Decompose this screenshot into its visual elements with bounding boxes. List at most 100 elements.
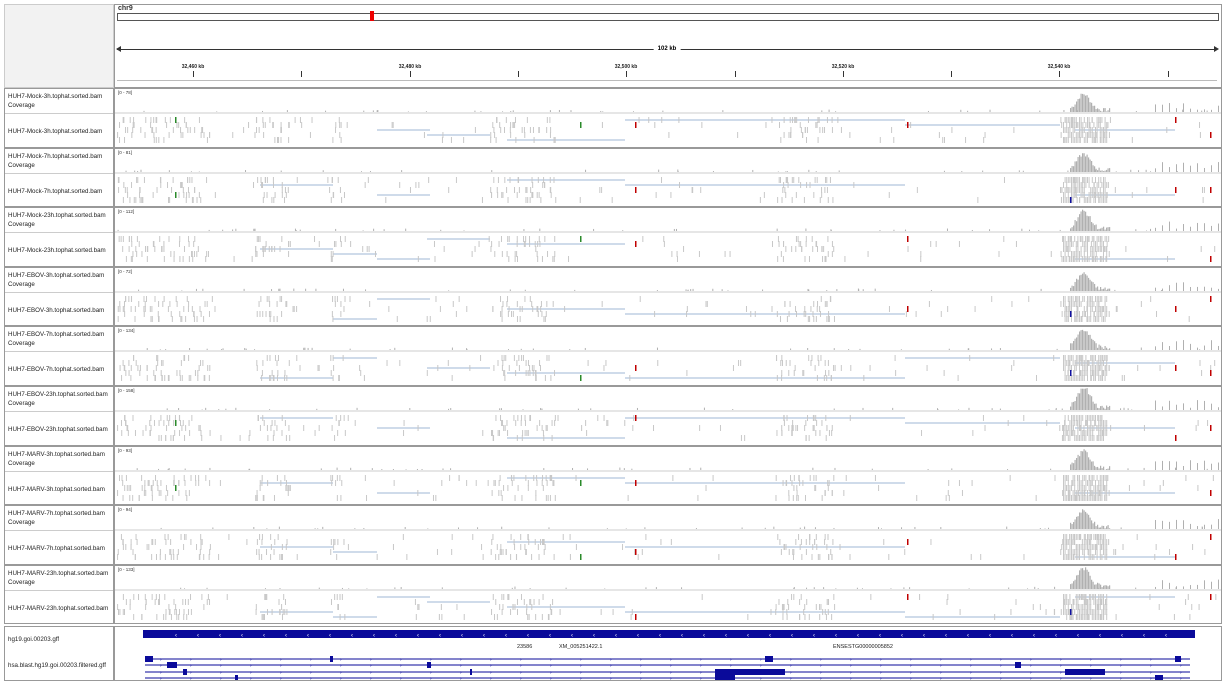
coverage-range-label: [0 - 72] [118, 269, 132, 274]
track-svg[interactable] [115, 387, 1221, 445]
alignment-track-name[interactable]: HUH7-EBOV-23h.tophat.sorted.bam [8, 425, 112, 434]
svg-text:‹: ‹ [527, 633, 529, 639]
svg-text:‹: ‹ [637, 633, 639, 639]
track-svg[interactable] [115, 506, 1221, 564]
svg-text:‹: ‹ [703, 633, 705, 639]
ideogram-position-marker[interactable] [370, 11, 374, 21]
svg-text:‹: ‹ [263, 633, 265, 639]
coverage-track-name[interactable]: HUH7-EBOV-3h.tophat.sorted.bam Coverage [8, 271, 112, 289]
svg-text:‹: ‹ [923, 633, 925, 639]
svg-text:›: › [310, 663, 312, 669]
svg-text:‹: ‹ [571, 633, 573, 639]
svg-text:›: › [1090, 663, 1092, 669]
track-svg[interactable] [115, 566, 1221, 624]
coverage-track-name[interactable]: HUH7-Mock-23h.tophat.sorted.bam Coverage [8, 211, 112, 229]
feature-name-panel: hg19.goi.00203.gff hsa.blast.hg19.goi.00… [4, 626, 114, 681]
svg-text:›: › [730, 663, 732, 669]
svg-text:‹: ‹ [395, 633, 397, 639]
track-name-panel: HUH7-MARV-3h.tophat.sorted.bam Coverage H… [4, 446, 114, 506]
svg-text:›: › [970, 663, 972, 669]
svg-text:‹: ‹ [483, 633, 485, 639]
coverage-track-name[interactable]: HUH7-EBOV-7h.tophat.sorted.bam Coverage [8, 330, 112, 348]
coverage-track-name[interactable]: HUH7-MARV-23h.tophat.sorted.bam Coverage [8, 569, 112, 587]
name-separator [5, 530, 113, 531]
feature-track-svg[interactable]: ‹‹‹‹‹‹‹‹‹‹‹‹‹‹‹‹‹‹‹‹‹‹‹‹‹‹‹‹‹‹‹‹‹‹‹‹‹‹‹‹… [115, 627, 1221, 680]
svg-text:›: › [1180, 663, 1182, 669]
svg-text:‹: ‹ [681, 633, 683, 639]
track-svg[interactable] [115, 327, 1221, 385]
svg-text:‹: ‹ [835, 633, 837, 639]
track-data-panel[interactable]: [0 - 158] [114, 386, 1222, 446]
chromosome-ideogram[interactable] [117, 13, 1219, 21]
svg-text:›: › [640, 663, 642, 669]
feature-track-name-gff[interactable]: hg19.goi.00203.gff [8, 635, 59, 644]
alignment-track-name[interactable]: HUH7-Mock-7h.tophat.sorted.bam [8, 187, 112, 196]
span-arrow-left-icon [116, 46, 121, 52]
alignment-track-name[interactable]: HUH7-Mock-23h.tophat.sorted.bam [8, 246, 112, 255]
name-separator [5, 292, 113, 293]
feature-track-name-blast[interactable]: hsa.blast.hg19.goi.00203.filtered.gff [8, 661, 106, 670]
svg-text:‹: ‹ [725, 633, 727, 639]
ruler-baseline [117, 80, 1217, 81]
svg-text:›: › [910, 663, 912, 669]
svg-text:‹: ‹ [901, 633, 903, 639]
track-svg[interactable] [115, 149, 1221, 207]
coverage-track-name[interactable]: HUH7-MARV-7h.tophat.sorted.bam Coverage [8, 509, 112, 527]
name-separator [5, 590, 113, 591]
alignment-track-name[interactable]: HUH7-MARV-7h.tophat.sorted.bam [8, 544, 112, 553]
svg-text:‹: ‹ [769, 633, 771, 639]
svg-text:›: › [850, 663, 852, 669]
ruler-tick-label: 32,460 kb [182, 64, 205, 70]
ruler-tick-label: 32,520 kb [832, 64, 855, 70]
svg-text:›: › [670, 663, 672, 669]
chromosome-label: chr9 [118, 5, 133, 12]
alignment-track-name[interactable]: HUH7-MARV-23h.tophat.sorted.bam [8, 604, 112, 613]
ruler-tick [1168, 71, 1169, 77]
svg-text:‹: ‹ [1011, 633, 1013, 639]
svg-text:‹: ‹ [747, 633, 749, 639]
track-data-panel[interactable]: [0 - 133] [114, 565, 1222, 625]
track-svg[interactable] [115, 89, 1221, 147]
track-svg[interactable] [115, 447, 1221, 505]
name-separator [5, 173, 113, 174]
track-name-panel: HUH7-EBOV-7h.tophat.sorted.bam Coverage H… [4, 326, 114, 386]
svg-text:‹: ‹ [593, 633, 595, 639]
track-data-panel[interactable]: [0 - 72] [114, 267, 1222, 327]
track-svg[interactable] [115, 268, 1221, 326]
svg-text:‹: ‹ [439, 633, 441, 639]
coverage-track-name[interactable]: HUH7-EBOV-23h.tophat.sorted.bam Coverage [8, 390, 112, 408]
coverage-range-label: [0 - 158] [118, 388, 135, 393]
coverage-range-label: [0 - 133] [118, 567, 135, 572]
alignment-track-name[interactable]: HUH7-EBOV-3h.tophat.sorted.bam [8, 306, 112, 315]
svg-text:›: › [220, 663, 222, 669]
track-data-panel[interactable]: [0 - 112] [114, 207, 1222, 267]
track-name-panel: HUH7-EBOV-3h.tophat.sorted.bam Coverage H… [4, 267, 114, 327]
alignment-track-name[interactable]: HUH7-Mock-3h.tophat.sorted.bam [8, 127, 112, 136]
alignment-track-name[interactable]: HUH7-EBOV-7h.tophat.sorted.bam [8, 365, 112, 374]
track-data-panel[interactable]: [0 - 94] [114, 505, 1222, 565]
feature-label-ensestg: ENSESTG00000005852 [833, 644, 893, 650]
alignment-track-name[interactable]: HUH7-MARV-3h.tophat.sorted.bam [8, 485, 112, 494]
svg-text:›: › [370, 663, 372, 669]
svg-text:›: › [760, 663, 762, 669]
track-data-panel[interactable]: [0 - 81] [114, 148, 1222, 208]
svg-text:›: › [520, 663, 522, 669]
feature-data-panel: ‹‹‹‹‹‹‹‹‹‹‹‹‹‹‹‹‹‹‹‹‹‹‹‹‹‹‹‹‹‹‹‹‹‹‹‹‹‹‹‹… [114, 626, 1222, 681]
name-separator [5, 471, 113, 472]
svg-text:‹: ‹ [791, 633, 793, 639]
coverage-track-name[interactable]: HUH7-Mock-7h.tophat.sorted.bam Coverage [8, 152, 112, 170]
svg-text:‹: ‹ [967, 633, 969, 639]
ruler-name-panel [4, 4, 114, 88]
coverage-track-name[interactable]: HUH7-Mock-3h.tophat.sorted.bam Coverage [8, 92, 112, 110]
coverage-track-name[interactable]: HUH7-MARV-3h.tophat.sorted.bam Coverage [8, 450, 112, 468]
track-data-panel[interactable]: [0 - 134] [114, 326, 1222, 386]
track-data-panel[interactable]: [0 - 78] [114, 88, 1222, 148]
ruler-tick [951, 71, 952, 77]
svg-text:›: › [940, 663, 942, 669]
ruler-tick [843, 71, 844, 77]
svg-text:›: › [1000, 663, 1002, 669]
track-svg[interactable] [115, 208, 1221, 266]
track-data-panel[interactable]: [0 - 93] [114, 446, 1222, 506]
ruler-tick-label: 32,500 kb [615, 64, 638, 70]
